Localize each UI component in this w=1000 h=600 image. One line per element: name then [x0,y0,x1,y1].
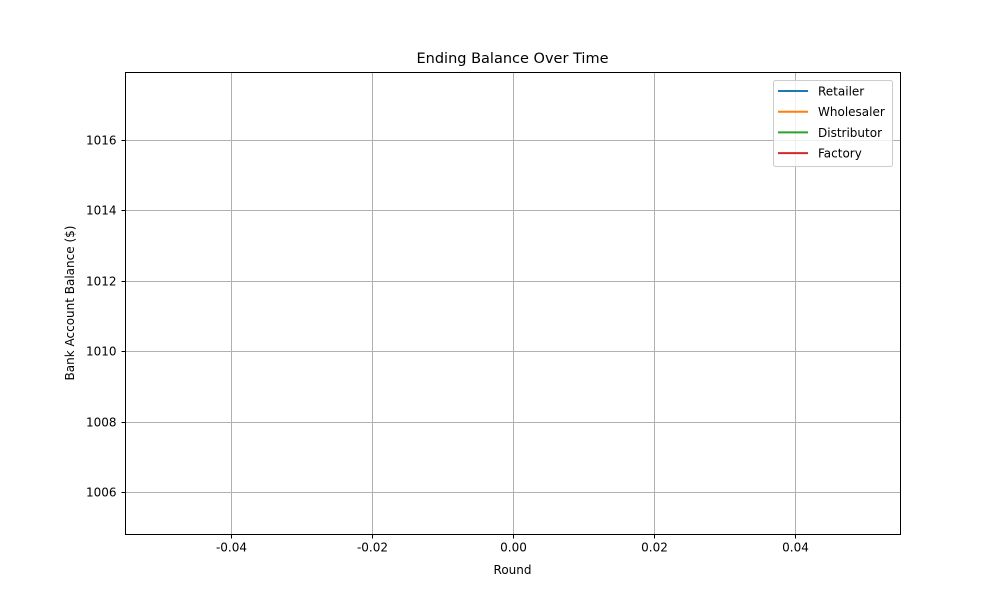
legend-label: Distributor [818,126,882,140]
legend-box [773,80,893,167]
legend: Retailer Wholesaler Distributor Factory [773,80,893,167]
x-axis: -0.04 -0.02 0.00 0.02 0.04 [216,534,809,555]
y-axis: 1006 1008 1010 1012 1014 1016 [86,134,126,500]
chart-title: Ending Balance Over Time [417,51,609,67]
x-tick-label: -0.02 [357,541,388,555]
legend-label: Retailer [818,85,864,99]
x-tick-label: 0.02 [641,541,668,555]
y-tick-label: 1016 [86,134,117,148]
y-axis-label: Bank Account Balance ($) [63,226,77,381]
x-tick-label: -0.04 [216,541,247,555]
y-tick-label: 1014 [86,204,117,218]
y-tick-label: 1012 [86,275,117,289]
x-tick-label: 0.00 [500,541,527,555]
legend-label: Factory [818,147,862,161]
y-tick-label: 1008 [86,416,117,430]
y-tick-label: 1006 [86,486,117,500]
y-tick-label: 1010 [86,345,117,359]
x-tick-label: 0.04 [782,541,809,555]
legend-label: Wholesaler [818,105,885,119]
x-axis-label: Round [494,563,532,577]
grid [125,72,901,535]
